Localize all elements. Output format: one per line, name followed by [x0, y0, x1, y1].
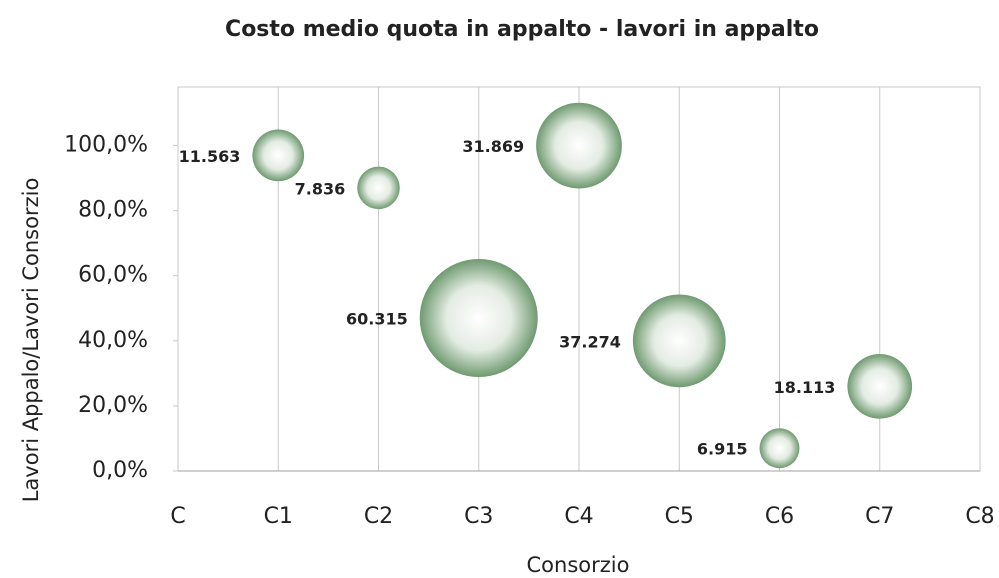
data-label: 31.869: [462, 137, 524, 156]
x-tick-label: C2: [364, 504, 393, 529]
chart-title: Costo medio quota in appalto - lavori in…: [225, 17, 819, 42]
data-label: 6.915: [697, 440, 748, 459]
x-tick-label: C5: [665, 504, 694, 529]
x-tick-label: C8: [965, 504, 994, 529]
y-tick-label: 100,0%: [64, 133, 148, 158]
bubble: [536, 102, 622, 189]
bubble: [847, 354, 913, 419]
bubble: [419, 259, 538, 378]
bubble: [357, 166, 400, 210]
x-tick-label: C1: [264, 504, 293, 529]
bubble: [632, 294, 726, 388]
y-tick-label: 60,0%: [78, 263, 148, 288]
y-axis-title: Lavori Appalo/Lavori Consorzio: [19, 178, 43, 503]
bubble: [252, 129, 305, 182]
data-label: 60.315: [346, 310, 408, 329]
x-tick-label: C3: [464, 504, 493, 529]
x-axis-title: Consorzio: [527, 553, 630, 577]
x-tick-label: C6: [765, 504, 794, 529]
data-label: 37.274: [559, 332, 621, 351]
data-label: 7.836: [295, 179, 346, 198]
data-label: 11.563: [179, 147, 241, 166]
x-tick-label: C4: [564, 504, 593, 529]
data-label: 18.113: [774, 378, 836, 397]
y-tick-label: 0,0%: [92, 458, 148, 483]
y-tick-label: 20,0%: [78, 393, 148, 418]
x-tick-label: C7: [865, 504, 894, 529]
x-tick-label: C: [170, 504, 185, 529]
y-tick-label: 80,0%: [78, 198, 148, 223]
y-tick-label: 40,0%: [78, 328, 148, 353]
bubble: [759, 428, 800, 469]
